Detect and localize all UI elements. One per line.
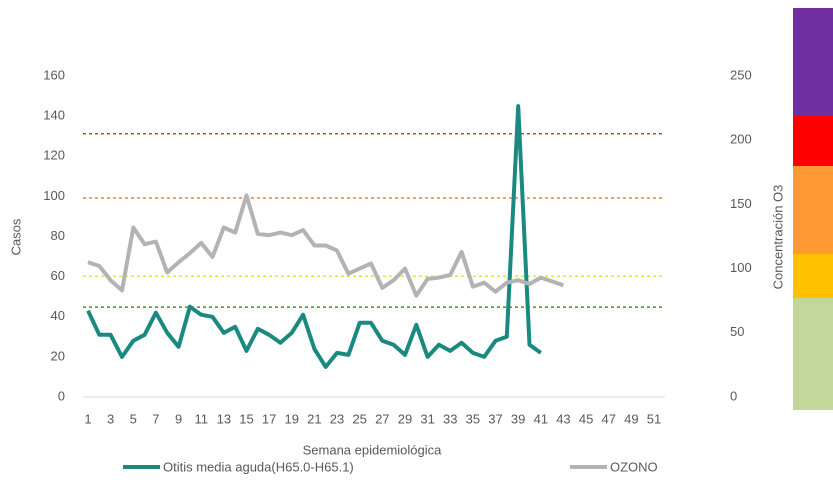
- x-axis-title: Semana epidemiológica: [303, 442, 443, 457]
- x-tick-label: 37: [488, 411, 502, 426]
- x-tick-label: 31: [420, 411, 434, 426]
- x-tick-label: 49: [624, 411, 638, 426]
- scale-band: [793, 8, 833, 116]
- x-tick-label: 51: [647, 411, 661, 426]
- y2-tick-label: 50: [730, 324, 744, 339]
- y-tick-label: 0: [58, 388, 65, 403]
- y2-tick-label: 100: [730, 260, 752, 275]
- x-tick-label: 3: [107, 411, 114, 426]
- series-line: [86, 104, 542, 369]
- y-tick-label: 100: [43, 188, 65, 203]
- legend-label: Otitis media aguda(H65.0-H65.1): [163, 459, 354, 474]
- x-tick-label: 25: [352, 411, 366, 426]
- y-tick-label: 40: [51, 308, 65, 323]
- y2-tick-label: 0: [730, 388, 737, 403]
- x-tick-label: 35: [466, 411, 480, 426]
- x-tick-label: 27: [375, 411, 389, 426]
- scale-band: [793, 166, 833, 254]
- x-tick-label: 39: [511, 411, 525, 426]
- x-tick-label: 19: [285, 411, 299, 426]
- x-tick-label: 21: [307, 411, 321, 426]
- y-tick-label: 120: [43, 148, 65, 163]
- x-tick-label: 17: [262, 411, 276, 426]
- x-tick-label: 7: [152, 411, 159, 426]
- y-tick-label: 20: [51, 348, 65, 363]
- y2-tick-label: 200: [730, 132, 752, 147]
- x-tick-label: 15: [239, 411, 253, 426]
- x-tick-label: 29: [398, 411, 412, 426]
- x-tick-label: 45: [579, 411, 593, 426]
- x-tick-label: 43: [556, 411, 570, 426]
- y-tick-label: 60: [51, 268, 65, 283]
- y2-axis-title: Concentración O3: [770, 185, 785, 290]
- x-tick-label: 13: [217, 411, 231, 426]
- series-line: [87, 193, 565, 298]
- y-tick-label: 140: [43, 108, 65, 123]
- x-tick-label: 9: [175, 411, 182, 426]
- y-tick-label: 80: [51, 228, 65, 243]
- scale-band: [793, 254, 833, 298]
- legend-label: OZONO: [610, 459, 658, 474]
- scale-band: [793, 298, 833, 410]
- x-tick-label: 47: [601, 411, 615, 426]
- y-axis-title: Casos: [8, 218, 23, 255]
- y-tick-label: 160: [43, 67, 65, 82]
- x-tick-label: 23: [330, 411, 344, 426]
- x-tick-label: 5: [130, 411, 137, 426]
- x-tick-label: 11: [194, 411, 208, 426]
- scale-band: [793, 116, 833, 166]
- y2-tick-label: 150: [730, 196, 752, 211]
- x-tick-label: 41: [534, 411, 548, 426]
- y2-tick-label: 250: [730, 67, 752, 82]
- x-tick-label: 33: [443, 411, 457, 426]
- x-tick-label: 1: [84, 411, 91, 426]
